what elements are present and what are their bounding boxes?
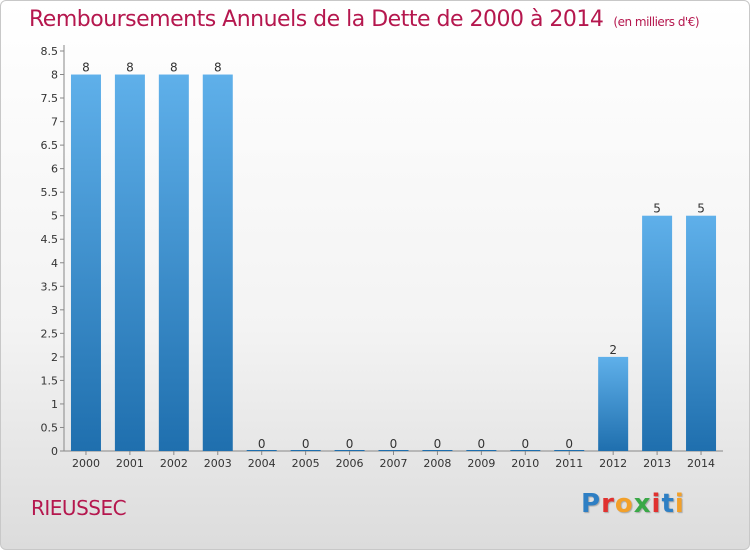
bar — [686, 215, 717, 451]
bar — [510, 450, 541, 451]
data-label: 8 — [214, 61, 222, 75]
proxiti-logo: Proxiti — [581, 489, 685, 519]
y-tick-label: 7.5 — [41, 92, 59, 105]
y-tick-label: 7 — [51, 116, 58, 129]
x-tick-label: 2009 — [467, 457, 495, 470]
commune-name: RIEUSSEC — [31, 496, 127, 520]
bar — [598, 356, 629, 451]
x-tick-label: 2008 — [423, 457, 451, 470]
chart-title-text: Remboursements Annuels de la Dette de 20… — [29, 7, 604, 32]
data-label: 0 — [258, 437, 266, 451]
logo-letter: t — [661, 489, 675, 519]
x-tick-label: 2001 — [116, 457, 144, 470]
y-tick-label: 0.5 — [41, 421, 59, 434]
x-tick-label: 2003 — [204, 457, 232, 470]
data-label: 0 — [346, 437, 354, 451]
logo-letter: i — [651, 489, 662, 519]
data-label: 8 — [126, 61, 134, 75]
x-tick-label: 2007 — [380, 457, 408, 470]
bar — [246, 450, 277, 451]
y-tick-label: 1.5 — [41, 374, 59, 387]
unit-label: (en milliers d'€) — [613, 15, 700, 29]
y-tick-label: 3.5 — [41, 280, 59, 293]
x-tick-label: 2012 — [599, 457, 627, 470]
x-tick-label: 2000 — [72, 457, 100, 470]
logo-letter: x — [633, 489, 652, 519]
x-tick-label: 2002 — [160, 457, 188, 470]
data-label: 0 — [565, 437, 573, 451]
bar — [334, 450, 365, 451]
x-tick-label: 2011 — [555, 457, 583, 470]
bar — [290, 450, 321, 451]
y-tick-label: 5.5 — [41, 186, 59, 199]
x-tick-label: 2006 — [336, 457, 364, 470]
data-label: 0 — [478, 437, 486, 451]
data-label: 5 — [697, 202, 705, 216]
y-tick-label: 6 — [51, 163, 58, 176]
y-tick-label: 0 — [51, 445, 58, 458]
logo-letter: r — [601, 489, 615, 519]
bar — [202, 74, 233, 451]
data-label: 0 — [302, 437, 310, 451]
logo-letter: i — [674, 489, 685, 519]
bar — [70, 74, 101, 451]
bar — [466, 450, 497, 451]
y-tick-label: 2 — [51, 351, 58, 364]
bar — [158, 74, 189, 451]
data-label: 0 — [390, 437, 398, 451]
bar — [114, 74, 145, 451]
x-tick-label: 2010 — [511, 457, 539, 470]
y-tick-label: 8 — [51, 69, 58, 82]
x-tick-label: 2013 — [643, 457, 671, 470]
data-label: 0 — [521, 437, 529, 451]
y-tick-label: 4.5 — [41, 233, 59, 246]
data-label: 5 — [653, 202, 661, 216]
y-tick-label: 6.5 — [41, 139, 59, 152]
data-label: 8 — [82, 61, 90, 75]
y-tick-label: 5 — [51, 210, 58, 223]
y-tick-label: 8.5 — [41, 45, 59, 58]
y-tick-label: 1 — [51, 398, 58, 411]
data-label: 2 — [609, 343, 617, 357]
y-tick-label: 4 — [51, 257, 58, 270]
x-tick-label: 2014 — [687, 457, 715, 470]
bar — [422, 450, 453, 451]
data-label: 0 — [434, 437, 442, 451]
data-label: 8 — [170, 61, 178, 75]
chart-title: Remboursements Annuels de la Dette de 20… — [29, 7, 700, 32]
bar — [642, 215, 673, 451]
y-tick-label: 2.5 — [41, 327, 59, 340]
bar — [554, 450, 585, 451]
x-tick-label: 2005 — [292, 457, 320, 470]
logo-letter: P — [581, 489, 602, 519]
y-tick-label: 3 — [51, 304, 58, 317]
x-tick-label: 2004 — [248, 457, 276, 470]
bar — [378, 450, 409, 451]
logo-letter: o — [614, 489, 634, 519]
